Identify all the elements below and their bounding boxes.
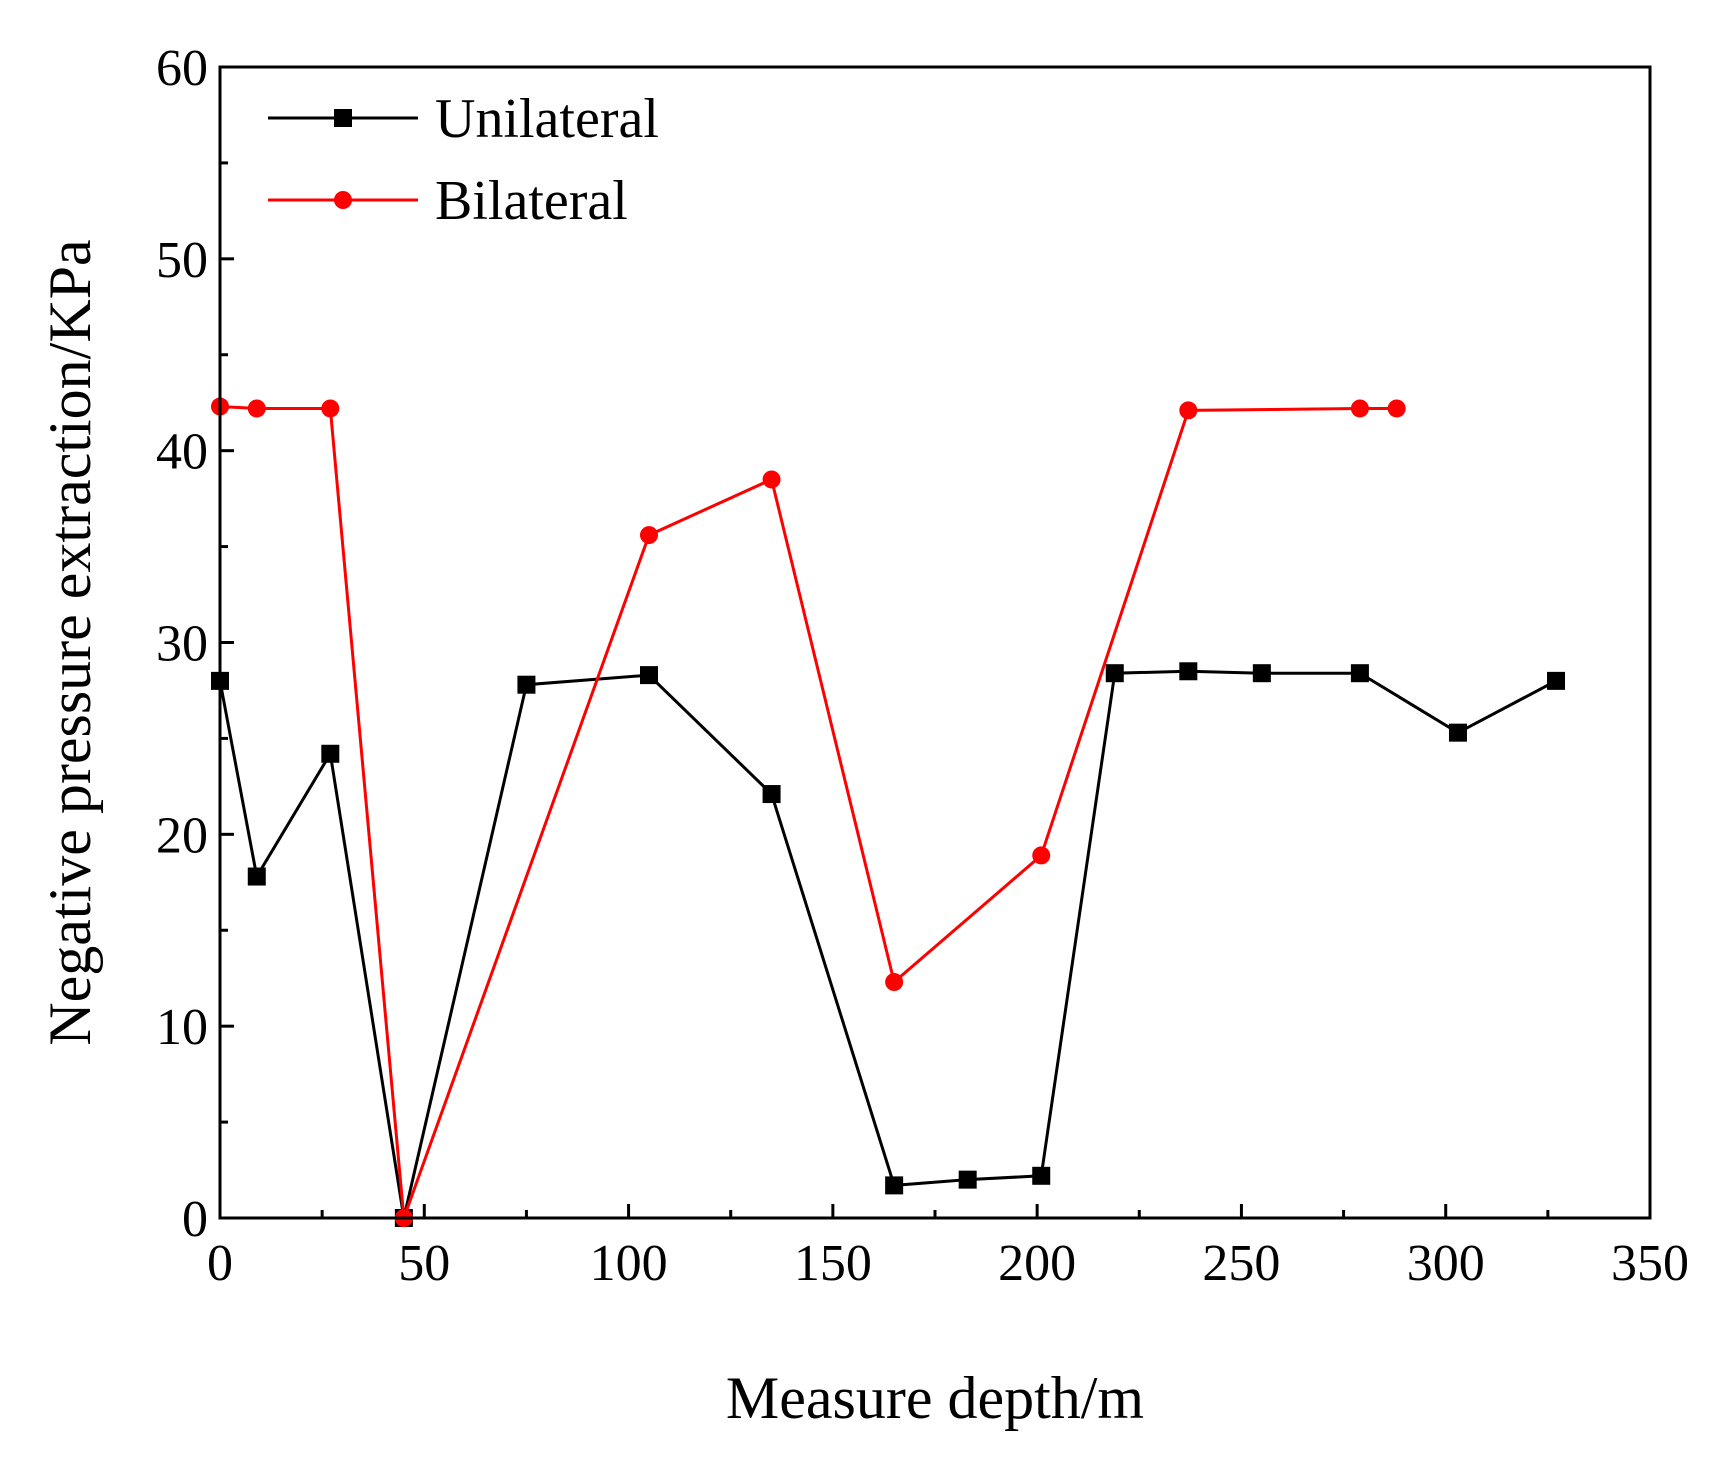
data-point bbox=[762, 785, 781, 804]
x-tick-label: 300 bbox=[1407, 1235, 1485, 1292]
x-axis-title: Measure depth/m bbox=[726, 1365, 1144, 1431]
data-point bbox=[640, 666, 658, 685]
data-point bbox=[1350, 664, 1369, 683]
data-point bbox=[321, 399, 340, 418]
x-tick-label: 250 bbox=[1202, 1235, 1280, 1292]
data-point bbox=[1032, 1166, 1051, 1185]
data-point bbox=[885, 973, 904, 992]
y-axis-title: Negative pressure extraction/KPa bbox=[37, 239, 103, 1045]
legend-label: Unilateral bbox=[435, 88, 659, 150]
data-point bbox=[762, 470, 781, 489]
data-point bbox=[1547, 671, 1566, 690]
data-point bbox=[1032, 846, 1051, 865]
x-tick-label: 150 bbox=[794, 1235, 872, 1292]
x-tick-label: 0 bbox=[207, 1235, 233, 1292]
data-point bbox=[1252, 664, 1271, 683]
legend-item: Unilateral bbox=[268, 88, 659, 150]
data-point bbox=[1387, 399, 1406, 418]
data-point bbox=[1179, 662, 1198, 681]
y-tick-label: 30 bbox=[156, 616, 208, 673]
x-tick-label: 50 bbox=[398, 1235, 450, 1292]
legend: Unilateral Bilateral bbox=[268, 88, 659, 232]
legend-item: Bilateral bbox=[268, 170, 628, 232]
data-point bbox=[247, 399, 266, 418]
y-tick-label: 0 bbox=[182, 1191, 208, 1248]
y-tick-label: 10 bbox=[156, 999, 208, 1056]
data-point bbox=[958, 1170, 977, 1189]
series-unilateral bbox=[211, 662, 1566, 1227]
data-point bbox=[247, 867, 266, 886]
legend-label: Bilateral bbox=[435, 170, 628, 232]
data-point bbox=[640, 526, 658, 545]
x-tick-label: 350 bbox=[1611, 1235, 1689, 1292]
axis-layer: 0 50 100 150 200 250 300 350 0 10 20 30 40 50 60 bbox=[156, 40, 1689, 1292]
y-tick-label: 50 bbox=[156, 232, 208, 289]
y-tick-label: 60 bbox=[156, 40, 208, 97]
series-layer bbox=[211, 397, 1566, 1227]
legend-marker bbox=[334, 109, 352, 127]
x-tick-label: 200 bbox=[998, 1235, 1076, 1292]
data-point bbox=[1350, 399, 1369, 418]
series-bilateral bbox=[211, 397, 1406, 1227]
data-point bbox=[321, 744, 340, 763]
x-tick-label: 100 bbox=[590, 1235, 668, 1292]
data-point bbox=[517, 675, 536, 694]
legend-marker bbox=[334, 191, 352, 209]
y-tick-label: 40 bbox=[156, 424, 208, 481]
data-point bbox=[1448, 723, 1467, 742]
data-point bbox=[1105, 664, 1124, 683]
series-line bbox=[218, 669, 1557, 1219]
data-point bbox=[885, 1176, 904, 1195]
data-point bbox=[1179, 401, 1198, 420]
y-tick-label: 20 bbox=[156, 807, 208, 864]
